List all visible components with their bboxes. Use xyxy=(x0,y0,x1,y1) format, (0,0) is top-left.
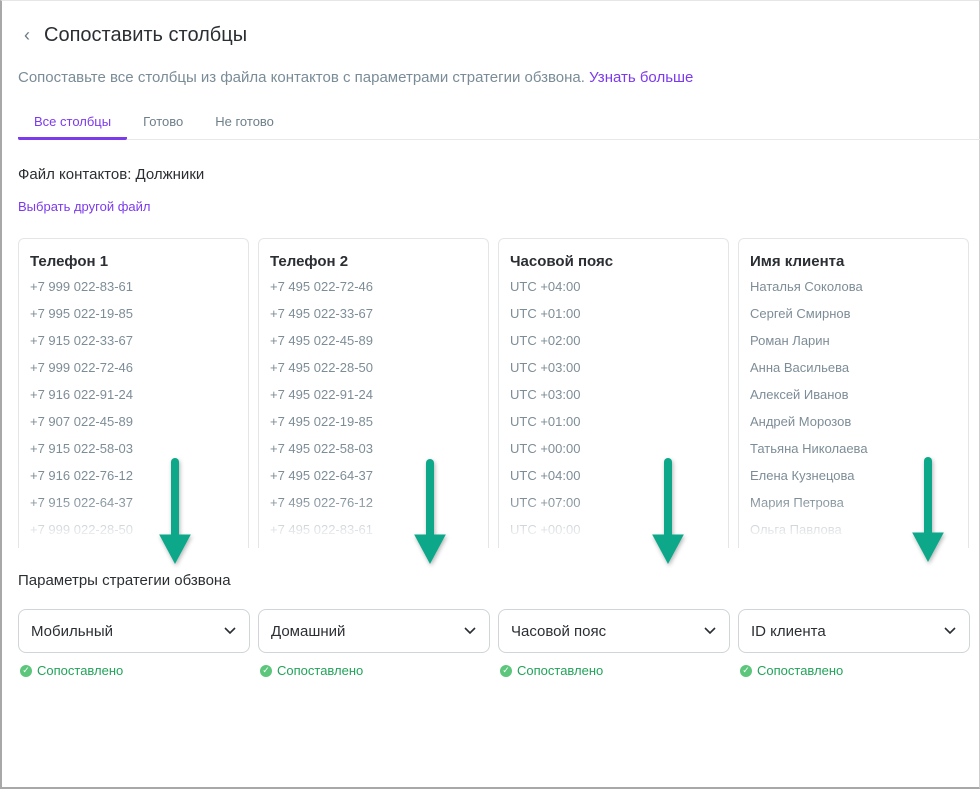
column-value: +7 995 022-19-85 xyxy=(30,306,134,321)
chevron-down-icon xyxy=(464,627,476,635)
param-select[interactable]: Домашний xyxy=(258,609,490,653)
column-value: UTC +02:00 xyxy=(510,333,581,348)
description: Сопоставьте все столбцы из файла контакт… xyxy=(18,69,693,86)
column-value: +7 495 022-28-50 xyxy=(270,360,374,375)
column-value: +7 495 022-91-24 xyxy=(270,387,374,402)
column-value: Ольга Павлова xyxy=(750,522,842,537)
column-value: +7 495 022-76-12 xyxy=(270,495,374,510)
select-value: ID клиента xyxy=(751,622,826,640)
source-column-card: Телефон 2 +7 495 022-72-46 +7 495 022-33-6… xyxy=(258,238,489,548)
check-circle-icon: ✓ xyxy=(260,664,272,677)
mapped-status: ✓ Сопоставлено xyxy=(500,663,603,678)
status-text: Сопоставлено xyxy=(517,663,604,678)
chevron-down-icon xyxy=(704,627,716,635)
column-value: +7 907 022-45-89 xyxy=(30,414,134,429)
learn-more-link[interactable]: Узнать больше xyxy=(589,69,694,86)
mapped-status: ✓ Сопоставлено xyxy=(20,663,123,678)
source-column-card: Телефон 1 +7 999 022-83-61 +7 995 022-19-8… xyxy=(18,238,249,548)
column-title: Телефон 2 xyxy=(270,253,349,270)
description-text: Сопоставьте все столбцы из файла контакт… xyxy=(18,69,585,86)
column-value: +7 915 022-58-03 xyxy=(30,441,134,456)
column-value: Андрей Морозов xyxy=(750,414,852,429)
check-circle-icon: ✓ xyxy=(500,664,512,677)
chevron-left-icon[interactable]: ‹ xyxy=(24,25,30,45)
check-circle-icon: ✓ xyxy=(20,664,32,677)
status-text: Сопоставлено xyxy=(277,663,364,678)
column-value: Алексей Иванов xyxy=(750,387,849,402)
param-select[interactable]: Мобильный xyxy=(18,609,250,653)
column-value: UTC +00:00 xyxy=(510,441,581,456)
column-value: UTC +04:00 xyxy=(510,468,581,483)
column-value: +7 495 022-45-89 xyxy=(270,333,374,348)
column-value: +7 495 022-64-37 xyxy=(270,468,374,483)
mapped-status: ✓ Сопоставлено xyxy=(260,663,363,678)
column-value: Мария Петрова xyxy=(750,495,844,510)
column-value: Сергей Смирнов xyxy=(750,306,851,321)
select-value: Мобильный xyxy=(31,622,113,640)
choose-other-file-link[interactable]: Выбрать другой файл xyxy=(18,199,151,214)
tab-ready[interactable]: Готово xyxy=(143,114,184,129)
status-text: Сопоставлено xyxy=(37,663,124,678)
column-value: +7 999 022-72-46 xyxy=(30,360,134,375)
chevron-down-icon xyxy=(224,627,236,635)
column-value: +7 916 022-76-12 xyxy=(30,468,134,483)
column-value: UTC +03:00 xyxy=(510,387,581,402)
chevron-down-icon xyxy=(944,627,956,635)
column-value: Роман Ларин xyxy=(750,333,830,348)
column-value: +7 495 022-58-03 xyxy=(270,441,374,456)
mapped-status: ✓ Сопоставлено xyxy=(740,663,843,678)
column-value: UTC +01:00 xyxy=(510,414,581,429)
column-value: UTC +07:00 xyxy=(510,495,581,510)
column-value: +7 495 022-72-46 xyxy=(270,279,374,294)
source-column-card: Часовой пояс UTC +04:00 UTC +01:00 UTC +02:… xyxy=(498,238,729,548)
column-value: +7 915 022-33-67 xyxy=(30,333,134,348)
source-column-card: Имя клиента Наталья Соколова Сергей Смирно… xyxy=(738,238,969,548)
column-value: +7 915 022-64-37 xyxy=(30,495,134,510)
column-value: Елена Кузнецова xyxy=(750,468,855,483)
column-value: UTC +03:00 xyxy=(510,360,581,375)
column-title: Имя клиента xyxy=(750,253,845,270)
status-text: Сопоставлено xyxy=(757,663,844,678)
column-value: UTC +04:00 xyxy=(510,279,581,294)
tab-all-columns[interactable]: Все столбцы xyxy=(18,108,128,140)
column-value: +7 495 022-19-85 xyxy=(270,414,374,429)
tabs: Все столбцы Готово Не готово xyxy=(18,108,980,140)
column-value: UTC +01:00 xyxy=(510,306,581,321)
tab-not-ready[interactable]: Не готово xyxy=(215,114,274,129)
contact-file-label: Файл контактов: Должники xyxy=(18,166,205,183)
select-value: Домашний xyxy=(271,622,346,640)
column-value: Наталья Соколова xyxy=(750,279,863,294)
select-value: Часовой пояс xyxy=(511,622,607,640)
column-value: +7 916 022-91-24 xyxy=(30,387,134,402)
column-value: +7 495 022-33-67 xyxy=(270,306,374,321)
column-value: +7 999 022-28-50 xyxy=(30,522,134,537)
param-select[interactable]: ID клиента xyxy=(738,609,970,653)
column-value: Анна Васильева xyxy=(750,360,850,375)
check-circle-icon: ✓ xyxy=(740,664,752,677)
params-label: Параметры стратегии обзвона xyxy=(18,572,231,589)
param-select[interactable]: Часовой пояс xyxy=(498,609,730,653)
column-title: Часовой пояс xyxy=(510,253,614,270)
column-value: +7 999 022-83-61 xyxy=(30,279,134,294)
column-value: Татьяна Николаева xyxy=(750,441,868,456)
column-value: +7 495 022-83-61 xyxy=(270,522,374,537)
column-value: UTC +00:00 xyxy=(510,522,581,537)
column-title: Телефон 1 xyxy=(30,253,109,270)
page-header: ‹ Сопоставить столбцы xyxy=(24,24,247,47)
page-title: Сопоставить столбцы xyxy=(44,24,248,46)
